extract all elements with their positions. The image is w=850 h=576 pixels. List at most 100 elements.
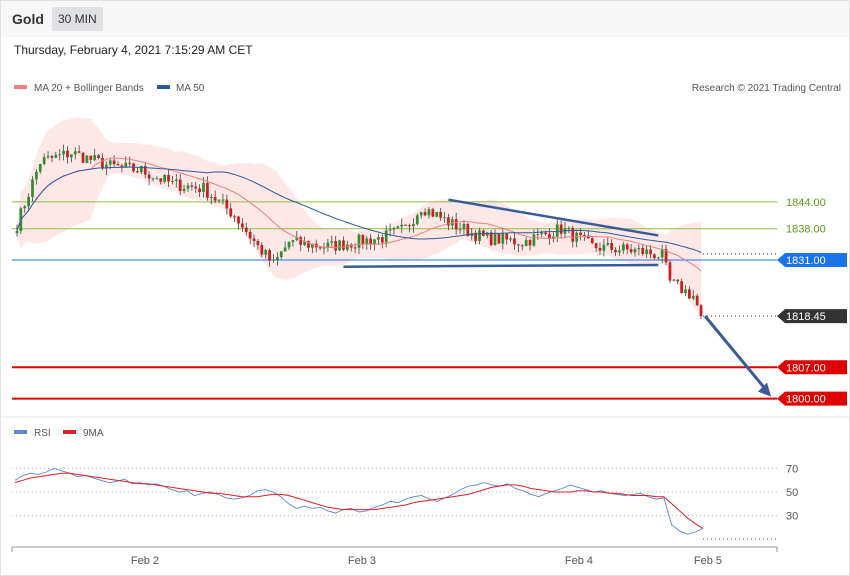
x-tick-feb-3: Feb 3 [348,555,376,567]
candle-body [649,249,652,255]
candle-body [392,227,396,230]
candle-body [23,206,27,209]
candle-body [46,156,50,158]
rsi-ma9-line [14,472,704,529]
candle-body [505,233,509,240]
x-tick-feb-2: Feb 2 [131,555,159,567]
candle-body [443,217,446,219]
candle-body [680,281,683,294]
candle-body [497,233,501,244]
candle-body [645,249,648,255]
candle-body [544,232,547,235]
candle-body [559,224,563,234]
candle-body [342,240,345,250]
candle-body [326,242,330,248]
candle-body [143,166,147,175]
candle-body [70,154,73,158]
ma50-line [16,166,702,253]
candle-body [31,179,34,197]
research-credit: Research © 2021 Trading Central [692,83,841,94]
chart-datetime: Thursday, February 4, 2021 7:15:29 AM CE… [14,43,253,57]
level-tag-1800.00 [777,391,847,406]
candle-body [334,240,338,251]
candle-body [598,248,602,251]
candle-body [548,234,551,240]
bollinger-band [16,117,702,320]
candle-body [419,212,423,216]
candle-body [128,162,132,164]
top-bar: Gold 30 MIN [1,1,849,37]
candle-body [536,234,540,236]
candle-body [155,178,159,180]
candle-body [139,166,143,173]
candle-body [664,249,668,263]
candle-body [35,171,38,180]
candle-body [307,241,310,248]
candle-body [524,239,528,247]
candle-body [295,237,299,241]
candle-body [621,244,625,251]
ma20-legend-swatch [14,85,27,89]
candle-body [209,197,213,199]
candle-body [318,247,322,249]
candle-body [338,240,341,251]
candle-body [225,199,229,209]
candle-body [361,234,365,245]
candle-body [454,219,458,230]
candle-body [618,250,621,253]
candle-body [400,224,404,227]
target-arrow-head [758,382,771,397]
candle-body [101,158,104,169]
ma9-legend-swatch [63,430,76,434]
candle-body [435,212,439,217]
candle-body [614,249,617,253]
candle-body [369,238,373,245]
interval-button[interactable]: 30 MIN [52,7,103,31]
candle-body [104,164,108,169]
candle-body [221,199,225,201]
candle-body [66,150,69,158]
candle-body [520,245,524,247]
rsi-tick-70: 70 [786,464,798,476]
candle-body [54,154,58,158]
candle-body [206,183,209,198]
triangle-lower-line [343,263,659,268]
candle-body [213,197,217,201]
candle-body [637,247,641,250]
candle-body [42,157,46,164]
candle-body [466,224,470,237]
candle-body [478,230,481,241]
candle-body [594,243,598,249]
candle-body [412,224,415,227]
candle-body [186,185,190,189]
candle-body [384,230,388,243]
candle-body [509,238,512,240]
candle-body [147,174,151,179]
level-label-1818.45: 1818.45 [786,311,826,323]
candle-body [377,237,380,240]
x-tick-feb-5: Feb 5 [694,555,722,567]
candle-body [380,237,384,243]
price-plot-area: 1844.00 1838.00 1831.00 1818.45 1807.00 1800.… [12,117,847,406]
candle-body [112,160,116,165]
candle-body [151,178,155,180]
candle-body [62,150,65,155]
candle-body [108,160,112,165]
candle-body [229,208,233,217]
candle-body [244,227,248,232]
candle-body [171,180,174,182]
candle-body [345,244,349,250]
candle-body [198,188,201,193]
candle-body [676,279,680,282]
level-tag-1807.00 [777,360,847,375]
candle-body [73,151,77,155]
level-label-1807.00: 1807.00 [786,362,826,374]
candle-body [248,231,252,239]
candle-body [485,232,489,236]
candle-body [85,155,89,163]
candle-body [474,232,477,241]
candle-body [517,244,520,246]
candle-body [272,259,275,261]
